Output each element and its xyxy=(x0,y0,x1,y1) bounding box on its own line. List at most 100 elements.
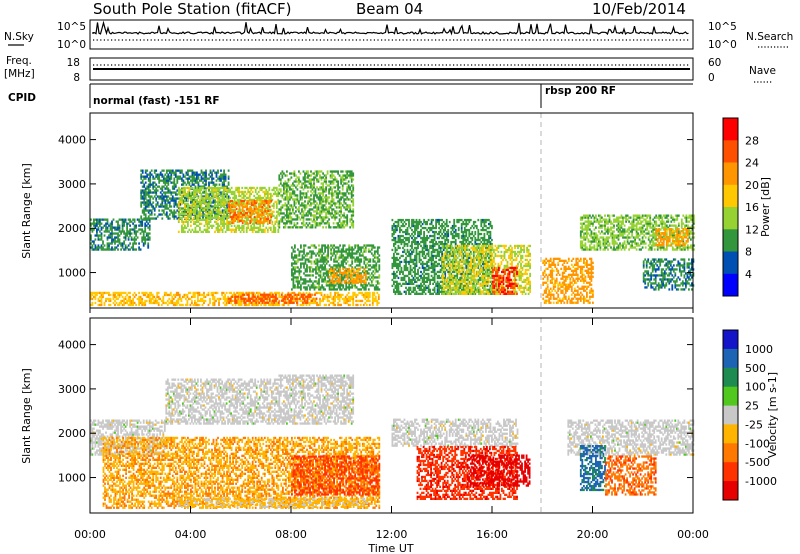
echo-cell xyxy=(340,295,342,299)
echo-cell xyxy=(335,210,338,213)
echo-cell xyxy=(193,173,195,176)
echo-cell xyxy=(155,191,158,194)
echo-cell xyxy=(279,178,282,181)
echo-cell xyxy=(297,254,299,257)
echo-cell xyxy=(220,210,222,213)
echo-cell xyxy=(181,177,183,180)
echo-cell xyxy=(117,220,119,223)
echo-cell xyxy=(340,176,342,179)
echo-cell xyxy=(161,197,164,200)
echo-cell xyxy=(312,250,314,253)
echo-cell xyxy=(338,224,341,227)
echo-cell xyxy=(118,291,121,295)
echo-cell xyxy=(143,203,146,206)
echo-cell xyxy=(262,196,265,200)
echo-cell xyxy=(267,217,270,221)
echo-cell xyxy=(337,248,340,251)
echo-cell xyxy=(328,188,330,191)
echo-cell xyxy=(325,226,327,229)
echo-cell xyxy=(197,183,200,186)
echo-cell xyxy=(226,215,228,218)
echo-cell xyxy=(279,200,282,203)
echo-cell xyxy=(229,188,231,192)
echo-cell xyxy=(343,281,346,284)
echo-cell xyxy=(352,222,355,225)
echo-cell xyxy=(254,190,257,194)
echo-cell xyxy=(286,212,288,215)
echo-cell xyxy=(144,226,147,229)
echo-cell xyxy=(322,204,324,207)
echo-cell xyxy=(229,220,231,223)
echo-cell xyxy=(291,288,293,291)
echo-cell xyxy=(304,288,307,291)
echo-cell xyxy=(274,299,277,302)
echo-cell xyxy=(397,236,400,240)
echo-cell xyxy=(93,222,95,225)
echo-cell xyxy=(261,207,264,211)
echo-cell xyxy=(304,244,307,247)
echo-cell xyxy=(403,248,406,252)
echo-cell xyxy=(221,230,224,233)
echo-cell xyxy=(269,228,272,231)
echo-cell xyxy=(199,226,201,229)
freq-label: Freq. xyxy=(6,55,32,67)
echo-cell xyxy=(240,293,243,297)
echo-cell xyxy=(138,303,140,307)
echo-cell xyxy=(317,170,320,173)
echo-cell xyxy=(205,175,207,178)
echo-cell xyxy=(324,268,326,271)
echo-cell xyxy=(328,278,331,281)
echo-cell xyxy=(403,264,406,268)
echo-cell xyxy=(306,299,309,302)
echo-cell xyxy=(170,209,173,212)
echo-cell xyxy=(109,228,112,231)
echo-cell xyxy=(141,209,144,212)
echo-cell xyxy=(196,193,198,196)
echo-cell xyxy=(290,176,293,179)
echo-cell xyxy=(293,184,296,187)
echo-cell xyxy=(194,179,197,182)
echo-cell xyxy=(357,250,360,253)
echo-cell xyxy=(332,303,335,307)
echo-cell xyxy=(214,171,216,174)
echo-cell xyxy=(299,299,302,303)
echo-cell xyxy=(325,270,328,273)
echo-cell xyxy=(233,194,236,198)
echo-cell xyxy=(394,228,397,232)
echo-cell xyxy=(313,220,315,223)
echo-cell xyxy=(161,195,164,198)
echo-cell xyxy=(241,293,244,296)
echo-cell xyxy=(301,256,304,259)
echo-cell xyxy=(294,256,296,259)
echo-cell xyxy=(268,188,271,192)
echo-cell xyxy=(303,252,305,255)
echo-cell xyxy=(97,236,100,239)
echo-cell xyxy=(337,194,339,197)
echo-cell xyxy=(292,182,294,185)
echo-cell xyxy=(206,186,209,190)
echo-cell xyxy=(150,209,153,212)
echo-cell xyxy=(397,276,400,280)
echo-cell xyxy=(319,301,321,305)
echo-cell xyxy=(329,212,332,215)
echo-cell xyxy=(360,273,363,276)
echo-cell xyxy=(159,191,162,194)
echo-cell xyxy=(177,293,180,297)
echo-cell xyxy=(99,222,101,225)
echo-cell xyxy=(278,188,281,191)
echo-cell xyxy=(129,218,131,221)
echo-cell xyxy=(168,191,171,194)
echo-cell xyxy=(97,297,100,301)
echo-cell xyxy=(121,295,124,299)
echo-cell xyxy=(292,210,294,213)
echo-cell xyxy=(175,293,178,297)
echo-cell xyxy=(376,260,379,263)
echo-cell xyxy=(283,190,285,193)
echo-cell xyxy=(322,198,324,201)
echo-cell xyxy=(173,217,176,220)
echo-cell xyxy=(224,179,227,182)
echo-cell xyxy=(196,173,198,176)
echo-cell xyxy=(196,206,198,209)
echo-cell xyxy=(111,230,113,233)
echo-cell xyxy=(312,270,314,273)
